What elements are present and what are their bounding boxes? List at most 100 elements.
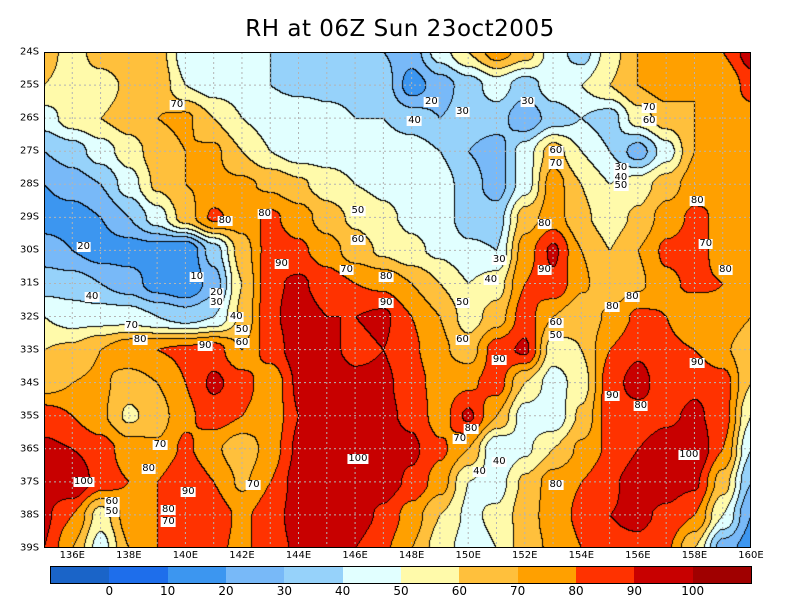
contour-label: 80 [257, 208, 272, 220]
contour-label: 50 [548, 330, 564, 342]
colorbar-label: 80 [568, 584, 584, 598]
colorbar-swatch [575, 567, 635, 583]
contour-label: 70 [339, 264, 354, 276]
contour-label: 70 [245, 479, 261, 491]
latitude-label: 35S [20, 410, 40, 422]
contour-label: 30 [209, 297, 224, 309]
contour-label: 50 [613, 179, 629, 191]
contour-label: 70 [124, 320, 140, 332]
contour-label: 10 [189, 270, 205, 282]
contour-label: 50 [234, 323, 250, 335]
colorbar-swatch [459, 567, 518, 583]
contour-label: 20 [76, 241, 91, 253]
contour-label: 40 [483, 274, 499, 286]
colorbar-swatch [692, 567, 751, 583]
longitude-label: 148E [398, 550, 425, 561]
contour-label: 40 [491, 456, 507, 468]
contour-label: 90 [491, 353, 507, 365]
latitude-label: 27S [20, 145, 40, 157]
contour-label: 90 [197, 340, 213, 352]
longitude-label: 158E [681, 550, 708, 561]
contour-label: 60 [455, 333, 470, 345]
contour-label: 90 [537, 264, 552, 276]
latitude-label: 36S [20, 443, 40, 455]
colorbar-label: 90 [626, 584, 642, 598]
latitude-label: 32S [20, 311, 40, 323]
contour-label: 80 [548, 479, 564, 491]
latitude-label: 39S [20, 542, 40, 554]
latitude-label: 38S [20, 509, 40, 521]
map-frame [44, 52, 751, 548]
longitude-label: 146E [342, 550, 368, 561]
map-title: RH at 06Z Sun 23oct2005 [245, 16, 555, 42]
longitude-label: 136E [59, 550, 85, 561]
colorbar-swatch [167, 567, 226, 583]
contour-label: 50 [104, 505, 120, 517]
contour-label: 80 [718, 264, 733, 276]
contour-label: 60 [104, 495, 120, 507]
contour-label: 80 [132, 333, 148, 345]
contour-label: 80 [537, 217, 552, 229]
contour-label: 60 [548, 317, 564, 329]
contour-label: 40 [407, 115, 422, 127]
longitude-label: 140E [172, 550, 199, 561]
colorbar-label: 60 [451, 584, 467, 598]
longitude-label: 150E [455, 550, 481, 561]
contour-label: 70 [548, 158, 564, 170]
contour-label: 30 [520, 95, 535, 107]
colorbar-label: 100 [681, 584, 705, 598]
latitude-label: 24S [20, 46, 40, 58]
contour-label: 90 [689, 356, 705, 368]
contour-label: 100 [73, 475, 95, 487]
longitude-label: 152E [512, 550, 538, 561]
contour-label: 60 [234, 336, 250, 348]
contour-label: 90 [605, 389, 620, 401]
contour-label: 70 [452, 432, 468, 444]
contour-label: 20 [209, 287, 224, 299]
colorbar-swatch [634, 567, 693, 583]
colorbar-swatch [400, 567, 460, 583]
latitude-label: 28S [20, 178, 40, 190]
contour-label: 80 [463, 422, 479, 434]
contour-label: 80 [217, 214, 233, 226]
contour-label: 80 [633, 399, 649, 411]
contour-label: 60 [641, 115, 657, 127]
colorbar-swatch [342, 567, 401, 583]
contour-label: 60 [350, 234, 366, 246]
colorbar-label: 20 [218, 584, 234, 598]
longitude-label: 144E [285, 550, 312, 561]
longitude-label: 154E [568, 550, 595, 561]
contour-label: 70 [161, 515, 176, 527]
contour-label: 40 [84, 290, 100, 302]
contour-label: 30 [455, 105, 470, 117]
latitude-label: 33S [20, 344, 40, 356]
colorbar-label: 0 [105, 584, 114, 598]
contour-label: 70 [169, 98, 185, 110]
colorbar-swatch [517, 567, 576, 583]
longitude-label: 138E [116, 550, 142, 561]
contour-label: 90 [180, 485, 196, 497]
colorbar-swatch [109, 567, 168, 583]
contour-label: 80 [605, 300, 620, 312]
contour-label: 40 [613, 171, 629, 183]
colorbar-label: 70 [510, 584, 526, 598]
contour-label: 70 [152, 439, 168, 451]
contour-label: 80 [161, 503, 176, 515]
colorbar-label: 50 [393, 584, 409, 598]
colorbar-swatch [51, 567, 110, 583]
contour-label: 80 [378, 270, 394, 282]
contour-label: 60 [548, 145, 564, 157]
latitude-label: 29S [20, 211, 40, 223]
latitude-label: 30S [20, 244, 40, 256]
latitude-label: 25S [20, 79, 40, 91]
colorbar-label: 40 [335, 584, 351, 598]
contour-label: 30 [491, 254, 507, 266]
contour-label: 30 [613, 161, 629, 173]
contour-label: 80 [624, 290, 640, 302]
longitude-label: 142E [229, 550, 255, 561]
colorbar-label: 30 [276, 584, 292, 598]
colorbar-swatch [284, 567, 343, 583]
contour-label: 90 [378, 297, 394, 309]
contour-label: 90 [274, 257, 289, 269]
contour-label: 70 [698, 237, 714, 249]
